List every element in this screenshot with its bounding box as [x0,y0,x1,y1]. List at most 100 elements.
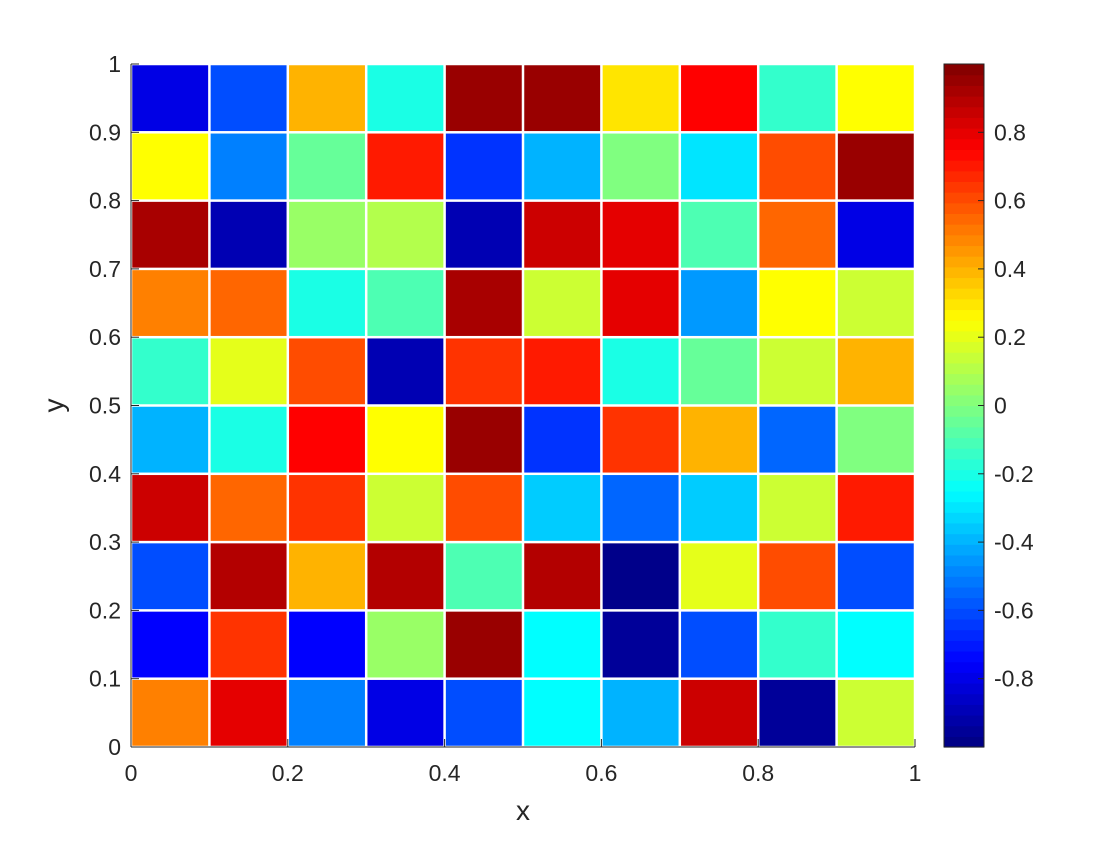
heatmap-cell-r5-c8 [759,406,836,473]
heatmap-cell-r0-c7 [681,65,757,132]
heatmap-cell-r5-c6 [602,406,679,473]
heatmap-cell-r8-c8 [759,611,836,678]
heatmap-cell-r2-c3 [367,201,444,268]
heatmap-cell-r9-c2 [289,679,365,746]
heatmap-cell-r4-c5 [524,338,601,405]
colorbar-band [944,629,984,641]
heatmap-cell-r1-c4 [445,133,522,200]
heatmap-cell-r0-c4 [445,65,522,132]
colorbar-band [944,576,984,588]
heatmap-cell-r0-c6 [602,65,679,132]
colorbar-band [944,85,984,97]
heatmap-cell-r6-c6 [602,475,679,541]
heatmap-cell-r9-c5 [524,679,601,746]
heatmap-cell-r3-c7 [681,270,757,336]
y-tick-label: 0.3 [89,529,121,555]
colorbar-band [944,704,984,716]
heatmap-cell-r7-c8 [759,543,836,610]
heatmap-cell-r0-c8 [759,65,836,132]
colorbar-band [944,565,984,577]
heatmap-cell-r3-c0 [132,270,209,336]
colorbar-band [944,341,984,353]
heatmap-cell-r8-c9 [837,611,914,678]
y-tick-label: 0.1 [89,666,121,692]
heatmap-cell-r1-c1 [210,133,287,200]
heatmap-cell-r4-c6 [602,338,679,405]
colorbar-band [944,426,984,439]
heatmap-cell-r2-c2 [289,201,365,268]
y-tick-label: 0.2 [89,597,121,623]
heatmap-cell-r3-c9 [837,270,914,336]
colorbar-tick-label: 0.2 [994,324,1026,350]
heatmap-cell-r6-c9 [837,475,914,541]
heatmap-cell-r2-c5 [524,201,601,268]
heatmap-cell-r6-c4 [445,475,522,541]
heatmap-cell-r7-c7 [681,543,757,610]
heatmap-cell-r5-c9 [837,406,914,473]
colorbar-band [944,320,984,332]
y-axis-label: y [38,399,69,413]
heatmap-cell-r5-c1 [210,406,287,473]
heatmap-cell-r8-c4 [445,611,522,678]
heatmap-cell-r5-c2 [289,406,365,473]
colorbar-band [944,650,984,663]
colorbar-band [944,448,984,460]
colorbar-band [944,469,984,481]
colorbar-band [944,544,984,556]
y-tick-label: 0.4 [89,461,121,487]
y-tick-label: 0 [108,734,121,760]
colorbar-band [944,586,984,599]
colorbar-band [944,298,984,311]
colorbar-band [944,277,984,289]
heatmap-cell-r9-c1 [210,679,287,746]
colorbar-band [944,64,984,76]
heatmap-cell-r7-c0 [132,543,209,610]
colorbar-band [944,490,984,503]
colorbar-band [944,608,984,620]
heatmap-cell-r0-c9 [837,65,914,132]
colorbar-tick-label: 0.4 [994,256,1026,282]
x-tick-label: 0.8 [742,760,774,786]
heatmap-cell-r9-c3 [367,679,444,746]
heatmap-cell-r2-c8 [759,201,836,268]
heatmap-cell-r8-c5 [524,611,601,678]
heatmap-cell-r8-c6 [602,611,679,678]
colorbar-band [944,405,984,417]
heatmap-cell-r3-c1 [210,270,287,336]
heatmap-cell-r3-c4 [445,270,522,336]
colorbar-band [944,394,984,407]
colorbar-band [944,202,984,215]
heatmap-cell-r4-c9 [837,338,914,405]
x-axis-label: x [516,795,530,826]
colorbar-band [944,288,984,300]
heatmap-cell-r1-c0 [132,133,209,200]
colorbar-band [944,309,984,321]
heatmap-cell-r1-c3 [367,133,444,200]
heatmap-cell-r3-c8 [759,270,836,336]
heatmap-cell-r5-c5 [524,406,601,473]
y-tick-label: 0.9 [89,119,121,145]
colorbar-band [944,234,984,247]
heatmap-cell-r7-c5 [524,543,601,610]
colorbar-band [944,736,984,748]
colorbar-band [944,74,984,86]
heatmap-cell-r6-c7 [681,475,757,541]
x-tick-label: 0 [125,760,138,786]
colorbar-tick-label: -0.4 [994,529,1034,555]
heatmap-cells [132,65,914,746]
heatmap-cell-r1-c9 [837,133,914,200]
colorbar-band [944,192,984,204]
heatmap-cell-r6-c2 [289,475,365,541]
plot-axes: 0 0.2 0.4 0.6 0.8 1 0 0.1 0.2 0.3 0.4 0.5 0.6 0.7 0.8 0… [89,51,921,786]
heatmap-cell-r9-c8 [759,679,836,746]
y-tick-label: 0.6 [89,324,121,350]
heatmap-cell-r7-c9 [837,543,914,610]
colorbar-band [944,96,984,108]
y-tick-label: 0.5 [89,393,121,419]
heatmap-cell-r4-c0 [132,338,209,405]
colorbar-band [944,117,984,129]
colorbar-band [944,618,984,631]
heatmap-cell-r5-c0 [132,406,209,473]
x-tick-label: 0.2 [272,760,304,786]
